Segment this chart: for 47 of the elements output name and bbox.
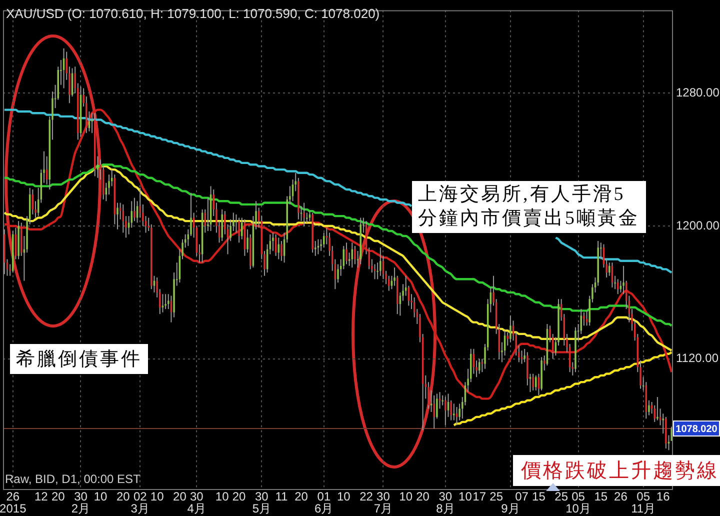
x-tick-label: 10: [458, 489, 472, 504]
x-tick-label: 10: [336, 489, 351, 504]
x-tick-label: 20: [294, 489, 308, 504]
annotation: 希臘倒債事件: [10, 344, 148, 374]
x-tick-label: 30 5月: [252, 489, 272, 516]
candlestick: [164, 294, 166, 310]
x-tick-label: 05 11月: [631, 489, 656, 516]
ref-line-label: 1078.020: [676, 424, 718, 435]
candlestick: [442, 395, 444, 406]
x-tick-label: 02 3月: [130, 489, 150, 516]
x-tick-label: 11: [275, 489, 288, 504]
x-tick-label: 01 6月: [314, 489, 334, 516]
x-tick-label: 10: [94, 489, 108, 504]
x-tick-label: 9月: [501, 501, 520, 516]
x-tick-label: 15: [532, 489, 546, 504]
y-tick-label: 1280.00: [676, 86, 720, 100]
x-tick-label: 30 2月: [71, 489, 90, 516]
x-tick-label: 07: [515, 489, 529, 504]
y-tick-label: 1200.00: [676, 218, 720, 232]
x-tick-label: 25: [554, 489, 568, 504]
x-tick-label: 17: [472, 489, 486, 504]
x-tick-label: 16: [656, 489, 670, 504]
candlestick: [656, 397, 658, 420]
x-tick-label: 20: [116, 489, 130, 504]
x-tick-label: 20: [416, 489, 430, 504]
x-tick-label: 30 7月: [374, 489, 393, 516]
x-tick-label: 20: [51, 489, 66, 504]
x-tick-label: 20: [232, 489, 246, 504]
x-tick-label: 20: [173, 489, 187, 504]
x-tick-label: 10: [399, 489, 413, 504]
x-tick-label: 30 4月: [187, 489, 206, 516]
annotation: 上海交易所,有人手滑5 分鐘內市價賣出5噸黃金: [412, 181, 646, 233]
x-tick-label: 10: [215, 489, 230, 504]
x-tick-label: 30 8月: [436, 489, 455, 516]
x-tick-label: 22: [360, 489, 374, 504]
annotation: Raw, BID, D1, 00:00 EST: [5, 472, 140, 486]
x-tick-label: 26: [614, 489, 628, 504]
x-tick-label: 12: [34, 489, 48, 504]
x-tick-label: 26 2015: [0, 489, 27, 516]
line-series: [452, 351, 673, 426]
candlestick: [91, 113, 93, 134]
x-tick-label: 25: [490, 489, 504, 504]
y-tick-label: 1120.00: [676, 351, 719, 366]
x-tick-label: 10: [150, 489, 164, 504]
x-tick-label: 15: [594, 489, 608, 504]
chart-title: XAU/USD (O: 1070.610, H: 1079.100, L: 1070.590, C: 1078.020): [6, 6, 380, 21]
annotation: 價格跌破上升趨勢線: [513, 455, 720, 486]
